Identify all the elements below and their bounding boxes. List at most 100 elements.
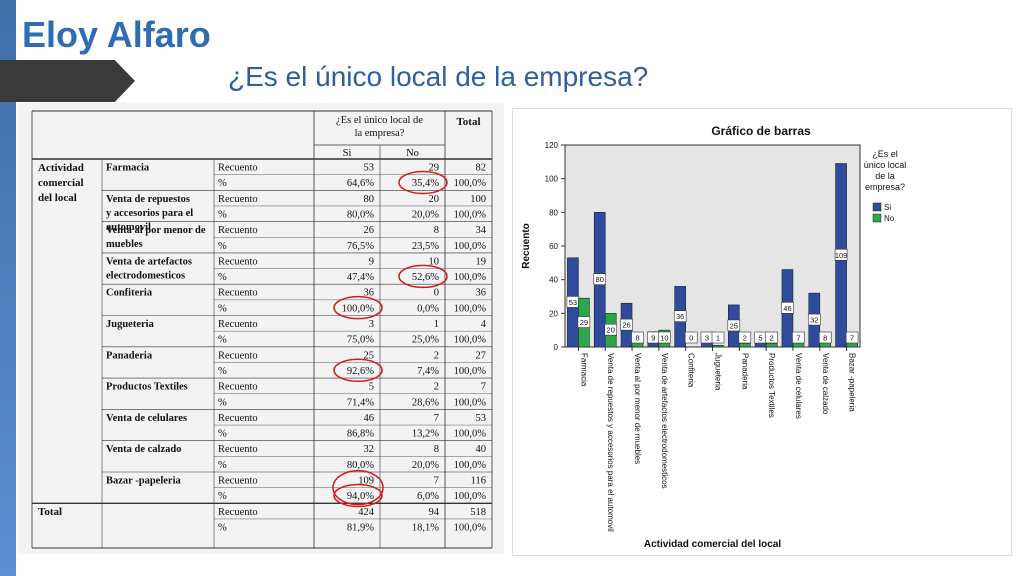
data-label: 2	[770, 334, 774, 343]
cell-recuento: 36	[476, 288, 487, 299]
stat-label-recuento: Recuento	[218, 507, 258, 518]
data-label: 9	[651, 334, 655, 343]
cell-recuento: 7	[434, 476, 439, 487]
stat-label-pct: %	[218, 429, 227, 440]
row-group-label: comercial	[38, 177, 84, 189]
cell-recuento: 82	[476, 163, 487, 174]
stat-label-recuento: Recuento	[218, 444, 258, 455]
legend-title: único local	[864, 160, 907, 170]
cell-recuento: 80	[364, 194, 375, 205]
stat-label-pct: %	[218, 209, 227, 220]
y-tick-label: 40	[549, 276, 558, 285]
highlight-circle	[398, 170, 448, 195]
data-label: 25	[730, 321, 738, 330]
row-category-label: Productos Textiles	[106, 382, 188, 393]
cell-pct: 86,8%	[347, 429, 374, 440]
data-label: 53	[569, 298, 577, 307]
cell-pct: 81,9%	[347, 522, 374, 533]
cell-recuento: 32	[364, 444, 375, 455]
cell-pct: 100,0%	[454, 429, 487, 440]
data-label: 2	[743, 334, 747, 343]
data-label-box	[593, 273, 607, 285]
data-label-box	[781, 301, 794, 314]
stat-label-pct: %	[218, 178, 227, 189]
row-category-label: y accesorios para el	[106, 208, 193, 219]
cell-recuento: 46	[364, 413, 375, 424]
data-label: 0	[689, 334, 693, 343]
y-tick-label: 60	[549, 242, 558, 251]
cell-pct: 100,0%	[454, 491, 487, 502]
stat-label-pct: %	[218, 366, 227, 377]
data-label-box	[818, 331, 832, 344]
legend-label-si: Si	[884, 203, 891, 212]
row-category-label: Farmacia	[106, 163, 150, 174]
y-tick-label: 0	[554, 343, 559, 352]
x-tick-label: Venta de calzado	[821, 353, 830, 415]
data-label-box	[684, 331, 698, 344]
data-label: 80	[596, 275, 604, 284]
cell-pct: 7,4%	[417, 366, 439, 377]
data-label-box	[620, 318, 633, 331]
x-axis-label: Actividad comercial del local	[644, 539, 781, 550]
bar-chart: Gráfico de barras 0 20 40 60 80 100 120 Recuento…	[512, 108, 1012, 556]
stat-label-pct: %	[218, 491, 227, 502]
data-label-box	[738, 331, 752, 344]
data-label: 32	[810, 316, 818, 325]
cell-recuento: 0	[434, 288, 439, 299]
cell-recuento: 8	[434, 225, 439, 236]
cell-pct: 100,0%	[454, 272, 487, 283]
cell-pct: 0,0%	[417, 303, 439, 314]
legend-swatch-no	[872, 213, 882, 223]
stat-label-recuento: Recuento	[218, 476, 258, 487]
cell-pct: 92,6%	[347, 366, 374, 377]
data-label-box	[727, 319, 741, 332]
row-category-label: Venta de artefactos	[106, 256, 192, 267]
row-category-label: Panaderia	[106, 350, 153, 361]
stat-label-pct: %	[218, 335, 227, 346]
cell-pct: 100,0%	[454, 366, 487, 377]
cell-pct: 100,0%	[454, 303, 487, 314]
data-label-box	[711, 331, 725, 344]
cell-pct: 100,0%	[342, 303, 375, 314]
cell-recuento: 2	[434, 350, 439, 361]
y-tick-label: 100	[545, 175, 559, 184]
arrow-decoration	[0, 60, 135, 102]
cell-pct: 47,4%	[347, 272, 374, 283]
y-tick-label: 80	[549, 208, 558, 217]
data-label-box	[658, 331, 671, 344]
data-label-box	[792, 331, 805, 344]
data-label: 109	[835, 251, 848, 260]
cell-recuento: 518	[470, 507, 486, 518]
row-label-total: Total	[38, 506, 62, 518]
data-label: 1	[716, 334, 720, 343]
side-accent-bar	[0, 0, 16, 576]
bar-no	[712, 345, 724, 348]
cell-recuento: 4	[481, 319, 487, 330]
x-tick-label: Confiteria	[687, 353, 696, 388]
cell-recuento: 100	[470, 194, 486, 205]
stat-label-pct: %	[218, 241, 227, 252]
row-category-label: muebles	[106, 239, 143, 250]
stat-label-recuento: Recuento	[218, 256, 258, 267]
cell-pct: 75,0%	[347, 335, 374, 346]
data-label-box	[577, 316, 591, 328]
data-label: 7	[796, 334, 800, 343]
cell-recuento: 36	[364, 288, 375, 299]
x-tick-label: Jugueteria	[714, 353, 723, 391]
data-label: 46	[783, 304, 791, 313]
cell-pct: 100,0%	[454, 209, 487, 220]
header-no: No	[406, 148, 419, 159]
cell-pct: 94,0%	[347, 491, 374, 502]
cell-recuento: 94	[429, 507, 440, 518]
stat-label-recuento: Recuento	[218, 288, 258, 299]
data-label: 10	[660, 334, 668, 343]
cell-recuento: 19	[476, 256, 487, 267]
highlight-circle	[333, 295, 383, 320]
cell-recuento: 8	[434, 444, 439, 455]
row-category-label: Jugueteria	[106, 319, 155, 330]
data-label: 29	[580, 318, 588, 327]
x-tick-label: Venta de celulares	[794, 353, 803, 419]
header-question: la empresa?	[355, 128, 405, 139]
cell-pct: 100,0%	[454, 178, 487, 189]
stat-label-recuento: Recuento	[218, 163, 258, 174]
